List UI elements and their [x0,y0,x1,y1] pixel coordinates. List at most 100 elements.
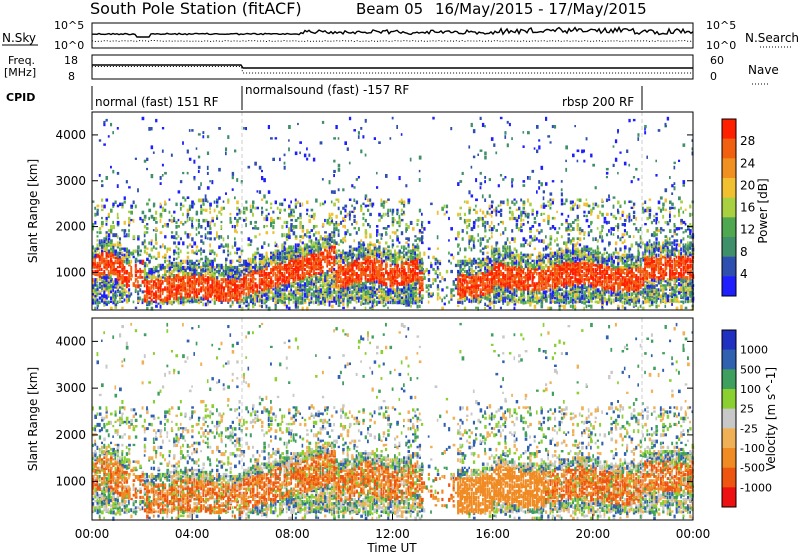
range-cell-2556 [321,253,325,258]
range-cell-2760 [337,284,340,288]
range-cell-942 [182,296,185,301]
range-cell-3140 [367,263,369,267]
range-cell-141 [101,180,104,183]
range-cell-2239 [297,251,300,255]
range-cell-555 [143,298,146,303]
range-cell-4046 [470,276,474,279]
range-cell-160 [103,261,106,264]
range-cell-3012 [357,286,360,291]
range-cell-238 [110,306,113,311]
range-cell-4608 [515,208,519,211]
range-cell-2973 [353,227,357,230]
range-cell-3833 [432,278,435,282]
range-cell-4002 [466,261,469,266]
range-cell-4036 [470,298,473,303]
range-cell-3590 [405,294,407,299]
range-cell-2749 [335,220,338,225]
range-cell-3070 [362,290,365,294]
range-cell-2977 [353,206,356,210]
range-cell-4926 [545,298,548,303]
range-cell-4897 [542,298,546,301]
range-cell-1018 [188,280,191,285]
range-cell-4497 [508,298,512,302]
range-cell-91 [98,276,101,280]
range-cell-4391 [499,288,502,291]
range-cell-3862 [441,288,444,292]
range-cell-219 [107,272,110,277]
range-cell-1205 [204,233,207,237]
range-cell-3873 [445,210,448,214]
range-cell-4681 [522,255,525,259]
range-cell-1649 [247,257,250,261]
range-cell-3053 [360,255,363,259]
range-cell-3103 [364,280,368,284]
range-cell-3640 [407,198,411,203]
range-cell-4235 [486,257,489,262]
range-cell-2942 [351,261,354,266]
range-cell-53 [94,206,97,210]
range-cell-2164 [292,263,295,267]
range-cell-4175 [481,257,485,261]
range-cell-3061 [360,206,363,211]
range-cell-3266 [376,229,379,234]
range-cell-1907 [272,253,275,256]
range-cell-1714 [254,263,258,268]
range-cell-1930 [274,267,277,271]
range-cell-508 [134,259,137,264]
range-cell-2630 [328,280,331,285]
range-cell-1533 [236,223,239,227]
range-cell-3876 [448,259,451,263]
range-cell-2203 [294,251,298,256]
range-cell-4155 [479,208,482,212]
range-cell-28 [94,300,97,305]
range-cell-4113 [477,288,480,292]
range-cell-4645 [520,276,523,279]
range-cell-434 [125,282,129,285]
range-cell-2551 [321,274,324,278]
range-cell-427 [123,196,126,200]
range-cell-848 [173,288,176,291]
range-cell-10 [92,278,94,282]
range-cell-3112 [364,259,368,264]
range-cell-1623 [245,259,247,264]
range-cell-1044 [191,272,194,276]
range-cell-4069 [472,278,476,282]
range-cell-996 [186,255,190,260]
range-cell-2684 [330,216,333,221]
range-cell-1270 [209,180,211,183]
range-cell-4071 [472,274,475,277]
range-cell-4796 [533,300,537,303]
range-cell-1110 [195,147,198,150]
range-cell-235 [107,214,110,219]
range-cell-4670 [522,290,525,295]
range-cell-1863 [267,263,270,268]
range-cell-3075 [362,272,366,276]
range-cell-1161 [200,198,203,203]
range-cell-17 [92,257,94,261]
range-cell-462 [128,263,131,267]
range-cell-3433 [391,278,395,282]
range-cell-2208 [294,237,298,240]
range-cell-2304 [301,247,304,252]
range-cell-1996 [279,202,282,206]
range-cell-2307 [301,229,305,233]
range-cell-4226 [486,276,489,280]
range-cell-3481 [396,288,399,292]
range-cell-1496 [234,282,237,285]
range-cell-1135 [197,165,201,169]
range-cell-3412 [389,269,392,274]
range-cell-2269 [299,245,302,250]
range-cell-1813 [263,257,266,262]
range-cell-3910 [457,276,460,280]
range-cell-4237 [486,251,489,255]
range-cell-248 [110,269,113,275]
range-cell-1360 [218,127,221,130]
range-cell-133 [101,239,103,244]
range-cell-1189 [204,292,207,296]
range-cell-1318 [216,290,219,294]
nsky-tick-high: 10^5 [54,19,84,32]
range-cell-1413 [225,263,227,267]
range-cell-3006 [355,178,358,181]
range-cell-77 [96,235,99,238]
range-cell-3631 [407,257,410,261]
